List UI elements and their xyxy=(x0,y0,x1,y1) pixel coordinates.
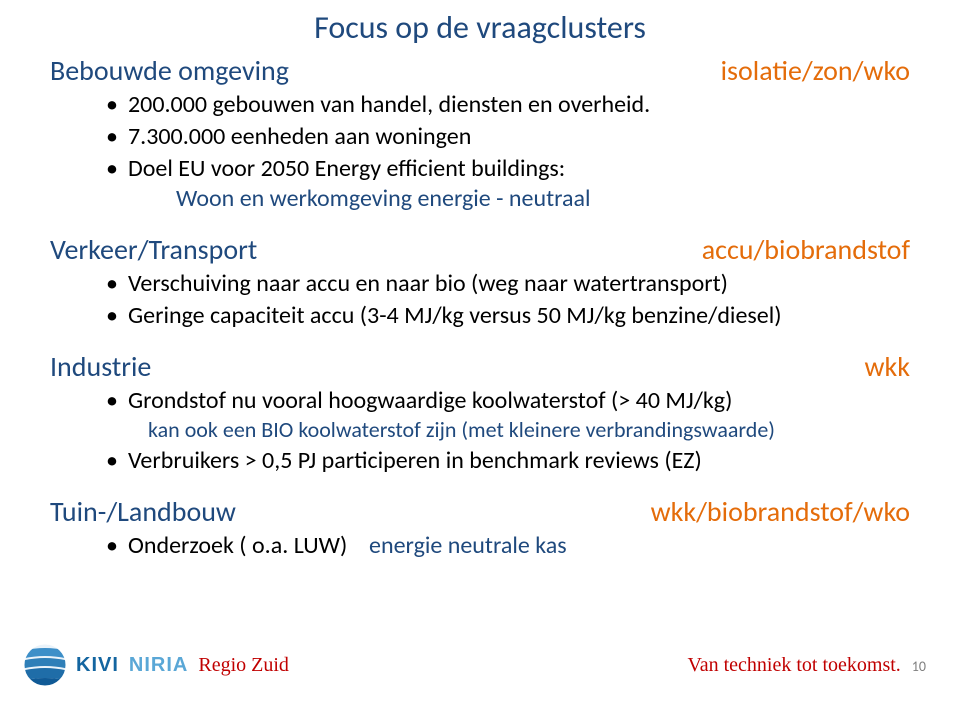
brand: KIVI NIRIA Regio Zuid xyxy=(76,654,289,677)
section-left: Industrie xyxy=(50,349,151,384)
bullet-text: Verbruikers > 0,5 PJ participeren in ben… xyxy=(128,446,702,475)
bullet-text: Geringe capaciteit accu (3-4 MJ/kg versu… xyxy=(128,301,782,330)
footer: KIVI NIRIA Regio Zuid Van techniek tot t… xyxy=(0,642,960,688)
section-header-tuin: Tuin-/Landbouw wkk/biobrandstof/wko xyxy=(50,494,910,529)
brand-kivi: KIVI xyxy=(76,654,119,677)
list-item: 200.000 gebouwen van handel, diensten en… xyxy=(106,90,910,120)
section-right: wkk xyxy=(865,349,910,384)
bullet-text-blue: energie neutrale kas xyxy=(369,531,567,560)
bullet-text: 7.300.000 eenheden aan woningen xyxy=(128,122,471,151)
section-right: wkk/biobrandstof/wko xyxy=(651,494,910,529)
bullet-text: 200.000 gebouwen van handel, diensten en… xyxy=(128,90,650,119)
footer-right: Van techniek tot toekomst. 10 xyxy=(688,654,927,677)
list-item: 7.300.000 eenheden aan woningen xyxy=(106,122,910,152)
list-item: Geringe capaciteit accu (3-4 MJ/kg versu… xyxy=(106,301,910,331)
section-right: isolatie/zon/wko xyxy=(721,53,910,88)
bullets-tuin: Onderzoek ( o.a. LUW) energie neutrale k… xyxy=(106,531,910,561)
list-item: Doel EU voor 2050 Energy efficient build… xyxy=(106,154,910,214)
section-left: Tuin-/Landbouw xyxy=(50,494,236,529)
section-header-bebouwde: Bebouwde omgeving isolatie/zon/wko xyxy=(50,53,910,88)
slide: Focus op de vraagclusters Bebouwde omgev… xyxy=(0,0,960,702)
list-item: Onderzoek ( o.a. LUW) energie neutrale k… xyxy=(106,531,910,561)
page-number: 10 xyxy=(912,658,926,675)
section-left: Verkeer/Transport xyxy=(50,232,257,267)
section-left: Bebouwde omgeving xyxy=(50,53,289,88)
brand-niria: NIRIA xyxy=(129,654,188,677)
bullets-industrie: Grondstof nu vooral hoogwaardige koolwat… xyxy=(106,386,910,476)
list-item: Verschuiving naar accu en naar bio (weg … xyxy=(106,269,910,299)
bullet-text-black: Onderzoek ( o.a. LUW) xyxy=(128,531,347,560)
bullet-text: Grondstof nu vooral hoogwaardige koolwat… xyxy=(128,386,732,415)
bullet-subtext: kan ook een BIO koolwaterstof zijn (met … xyxy=(148,416,910,444)
bullets-verkeer: Verschuiving naar accu en naar bio (weg … xyxy=(106,269,910,331)
globe-icon xyxy=(22,642,68,688)
section-header-verkeer: Verkeer/Transport accu/biobrandstof xyxy=(50,232,910,267)
bullet-text: Verschuiving naar accu en naar bio (weg … xyxy=(128,269,728,298)
footer-left: KIVI NIRIA Regio Zuid xyxy=(22,642,289,688)
slide-title: Focus op de vraagclusters xyxy=(50,8,910,47)
section-header-industrie: Industrie wkk xyxy=(50,349,910,384)
bullet-text: Doel EU voor 2050 Energy efficient build… xyxy=(128,154,565,183)
brand-regio: Regio Zuid xyxy=(198,654,289,677)
bullets-bebouwde: 200.000 gebouwen van handel, diensten en… xyxy=(106,90,910,214)
footer-tagline: Van techniek tot toekomst. xyxy=(688,654,901,676)
section-right: accu/biobrandstof xyxy=(702,232,910,267)
list-item: Grondstof nu vooral hoogwaardige koolwat… xyxy=(106,386,910,444)
list-item: Verbruikers > 0,5 PJ participeren in ben… xyxy=(106,446,910,476)
bullet-subtext: Woon en werkomgeving energie - neutraal xyxy=(176,184,910,214)
